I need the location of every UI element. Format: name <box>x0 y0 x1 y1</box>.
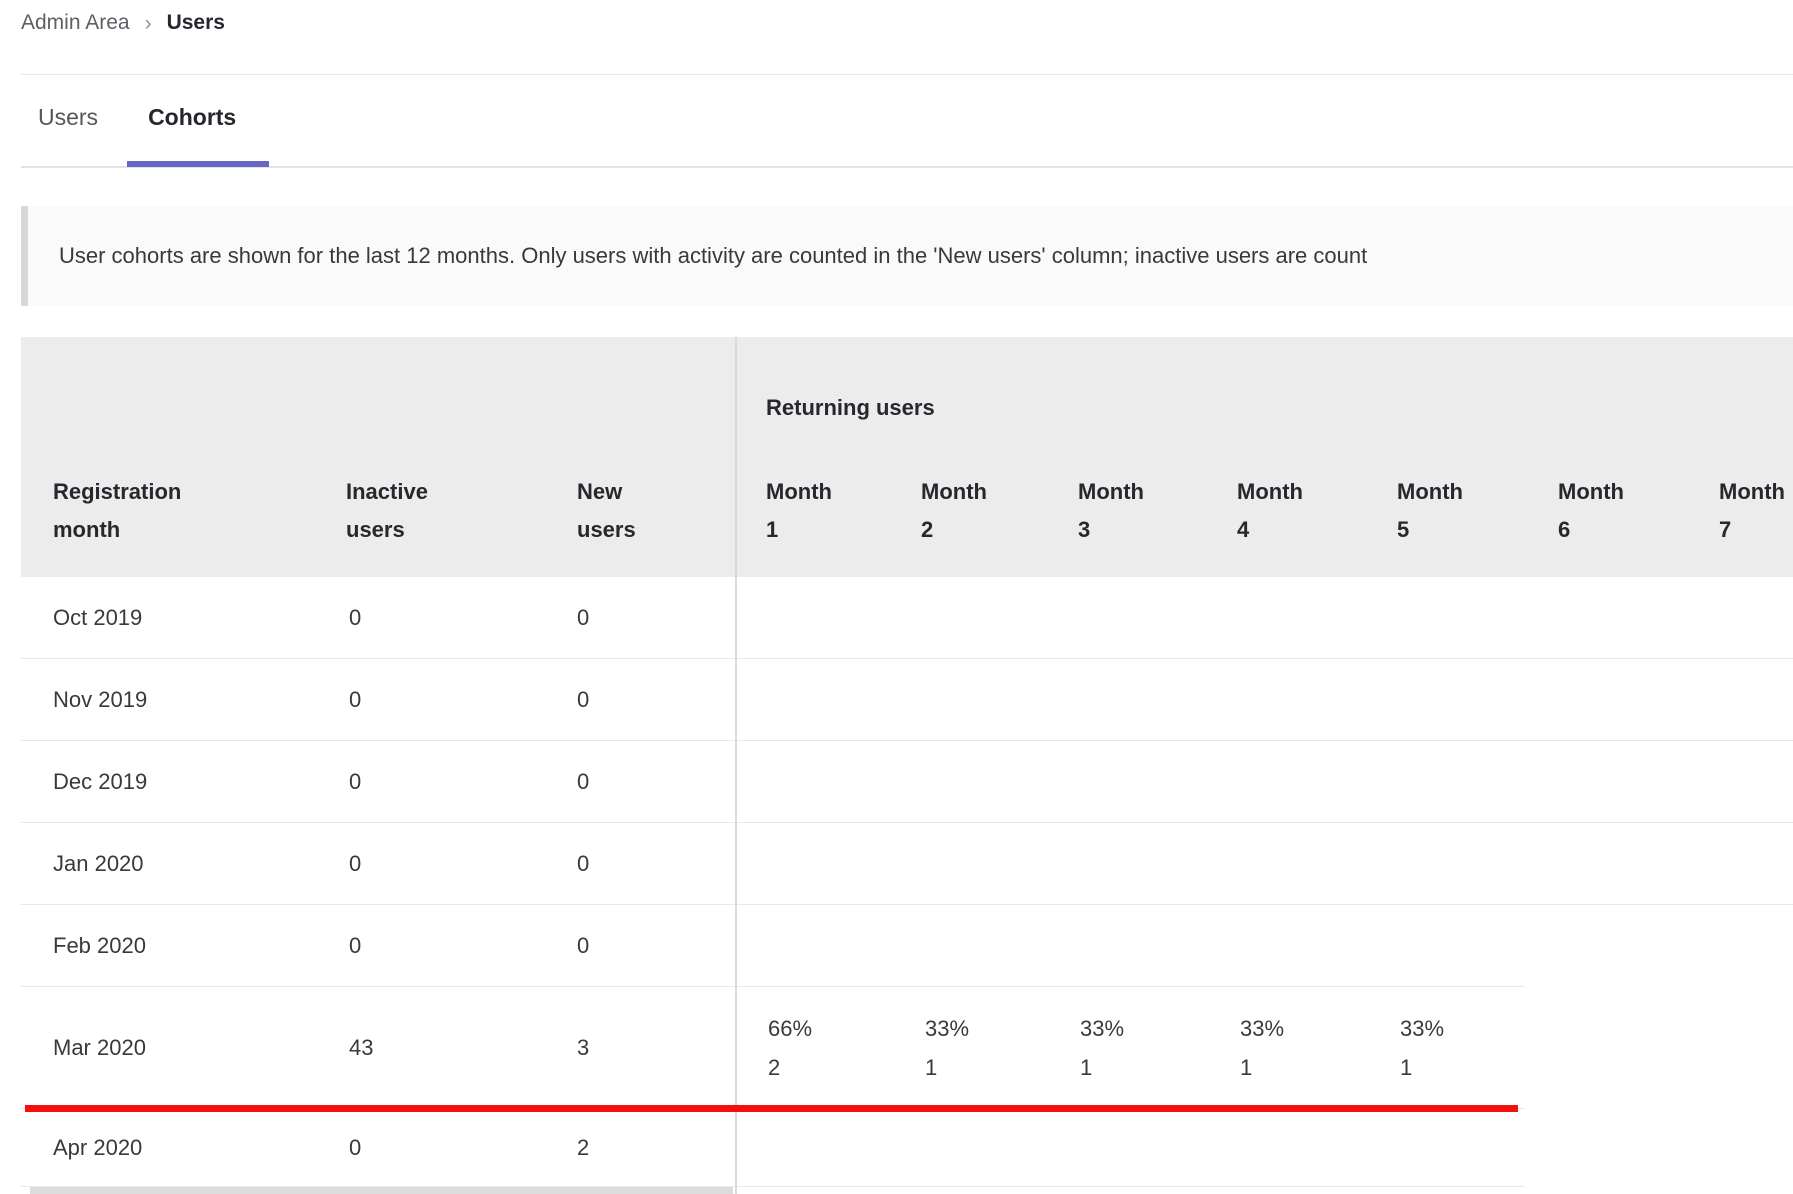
new-users-cell: 2 <box>577 1135 590 1160</box>
registration-month-cell: Nov 2019 <box>53 687 148 712</box>
active-tab-indicator <box>127 161 269 167</box>
inactive-users-cell: 0 <box>349 687 362 712</box>
column-header-month-6: Month 6 <box>1558 479 1624 542</box>
inactive-users-cell: 0 <box>349 851 362 876</box>
new-users-cell: 0 <box>577 851 590 876</box>
registration-month-cell: Feb 2020 <box>53 933 146 958</box>
table-row-apr-2020: Apr 2020 0 2 <box>0 1109 1793 1187</box>
returning-month-5-cell: 33% 1 <box>1400 1016 1445 1080</box>
cohorts-info-text: User cohorts are shown for the last 12 m… <box>59 243 1368 268</box>
table-row-feb-2020: Feb 2020 0 0 <box>0 905 1793 987</box>
returning-month-2-cell: 33% 1 <box>925 1016 970 1080</box>
column-header-month-3: Month 3 <box>1078 479 1144 542</box>
column-header-registration-month: Registration month <box>53 479 182 542</box>
column-header-month-1: Month 1 <box>766 479 832 542</box>
tab-cohorts[interactable]: Cohorts <box>148 104 237 130</box>
table-row-oct-2019: Oct 2019 0 0 <box>0 577 1793 659</box>
table-row-dec-2019: Dec 2019 0 0 <box>0 741 1793 823</box>
breadcrumb: Admin Area › Users <box>21 11 225 35</box>
registration-month-cell: Apr 2020 <box>53 1135 143 1160</box>
inactive-users-cell: 0 <box>349 769 362 794</box>
registration-month-cell: Jan 2020 <box>53 851 144 876</box>
inactive-users-cell: 0 <box>349 1135 362 1160</box>
new-users-cell: 0 <box>577 933 590 958</box>
users-tabs: Users Cohorts <box>38 104 236 131</box>
new-users-cell: 0 <box>577 769 590 794</box>
column-header-month-5: Month 5 <box>1397 479 1463 542</box>
new-users-cell: 3 <box>577 1035 590 1060</box>
inactive-users-cell: 0 <box>349 605 362 630</box>
cohorts-info-banner: User cohorts are shown for the last 12 m… <box>21 206 1793 306</box>
new-users-cell: 0 <box>577 687 590 712</box>
registration-month-cell: Dec 2019 <box>53 769 148 794</box>
registration-month-cell: Mar 2020 <box>53 1035 146 1060</box>
inactive-users-cell: 43 <box>349 1035 374 1060</box>
returning-month-3-cell: 33% 1 <box>1080 1016 1125 1080</box>
cohorts-table-body: Oct 2019 0 0 Nov 2019 0 0 Dec 2019 0 0 J… <box>0 577 1793 1187</box>
breadcrumb-chevron-icon: › <box>144 11 152 35</box>
table-row-mar-2020: Mar 2020 43 3 66% 2 33% 1 33% 1 33% 1 33% 1 <box>0 987 1793 1109</box>
column-header-new-users: New users <box>577 479 636 542</box>
column-header-inactive-users: Inactive users <box>346 479 428 542</box>
breadcrumb-divider <box>21 74 1793 75</box>
column-header-month-7: Month 7 <box>1719 479 1785 542</box>
returning-month-4-cell: 33% 1 <box>1240 1016 1285 1080</box>
table-column-divider <box>735 337 737 1194</box>
returning-month-1-cell: 66% 2 <box>768 1016 813 1080</box>
breadcrumb-link-users[interactable]: Users <box>166 11 225 34</box>
registration-month-cell: Oct 2019 <box>53 605 143 630</box>
tabs-divider <box>21 166 1793 168</box>
inactive-users-cell: 0 <box>349 933 362 958</box>
new-users-cell: 0 <box>577 605 590 630</box>
red-highlight-line <box>25 1105 1518 1112</box>
breadcrumb-link-admin-area[interactable]: Admin Area <box>21 11 130 34</box>
column-header-month-2: Month 2 <box>921 479 987 542</box>
table-row-jan-2020: Jan 2020 0 0 <box>0 823 1793 905</box>
tab-users[interactable]: Users <box>38 104 99 130</box>
cohorts-table-header: Returning users Registration month Inact… <box>21 337 1793 577</box>
column-group-returning-users: Returning users <box>766 395 935 420</box>
column-header-month-4: Month 4 <box>1237 479 1303 542</box>
bottom-edge-bar <box>30 1187 733 1194</box>
table-row-nov-2019: Nov 2019 0 0 <box>0 659 1793 741</box>
